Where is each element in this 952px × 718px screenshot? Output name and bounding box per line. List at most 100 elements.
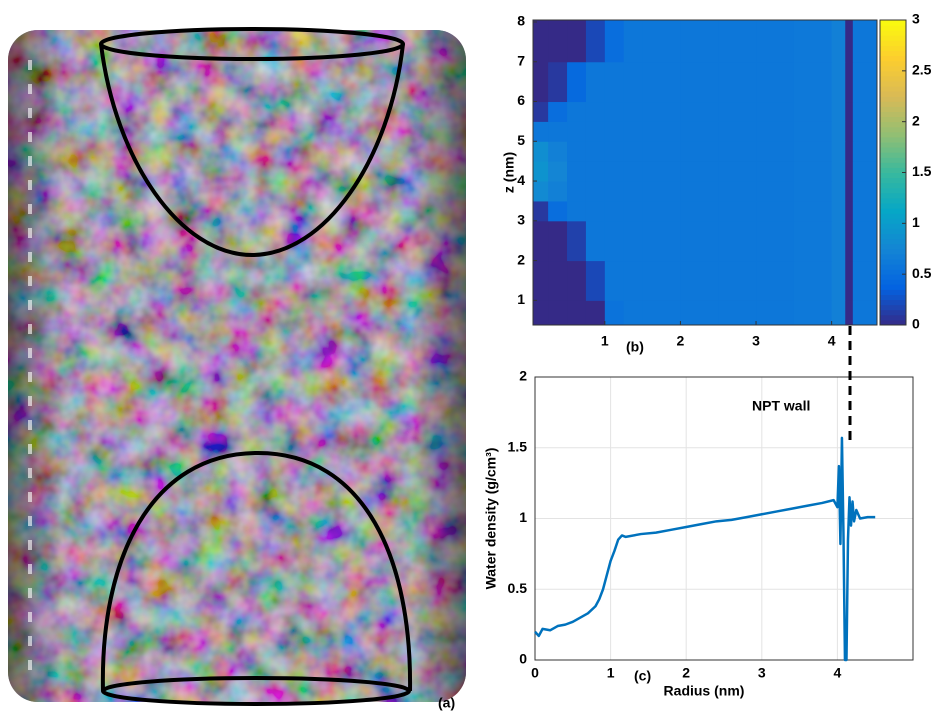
heatmap-cell (642, 300, 681, 326)
heatmap-cell (533, 260, 549, 301)
colorbar-swatch (880, 284, 906, 290)
y-tick-label: 4 (517, 172, 525, 188)
colorbar-swatch (880, 152, 906, 158)
colorbar-swatch (880, 228, 906, 234)
heatmap-cell (680, 181, 719, 202)
colorbar-swatch (880, 167, 906, 173)
heatmap-cell (567, 101, 587, 122)
heatmap-cell (852, 300, 878, 326)
heatmap-cell (567, 20, 587, 63)
heatmap-cell (845, 161, 854, 182)
colorbar-swatch (880, 162, 906, 168)
colorbar-swatch (880, 279, 906, 285)
heatmap-cell (831, 260, 846, 301)
colorbar-swatch (880, 111, 906, 118)
heatmap-cell (845, 220, 854, 262)
heatmap-cell (585, 181, 606, 202)
heatmap-cell (623, 20, 644, 63)
heatmap-cell (756, 181, 795, 202)
heatmap-cell (604, 101, 625, 122)
colorbar-tick-label: 1.5 (912, 163, 932, 179)
x-tick-label: 3 (752, 333, 760, 349)
colorbar-swatch (880, 233, 906, 240)
heatmap-cell (756, 101, 795, 122)
heatmap-cell (548, 200, 568, 222)
heatmap-cell (585, 200, 606, 222)
heatmap-cell (642, 161, 681, 182)
colorbar-swatch (880, 289, 906, 295)
x-tick-label: 2 (682, 665, 690, 681)
heatmap-cell (533, 101, 549, 122)
colorbar-swatch (880, 274, 906, 280)
heatmap-cell (756, 200, 795, 222)
colorbar-tick-label: 0.5 (912, 265, 932, 281)
annotation: NPT wall (752, 398, 810, 414)
heatmap-cell (718, 121, 757, 142)
colorbar-swatch (880, 60, 906, 67)
heatmap-cell (548, 220, 568, 262)
plot-frame (532, 19, 878, 326)
heatmap-cell (718, 300, 757, 326)
heatmap-cell (793, 61, 833, 103)
heatmap-cell (623, 200, 644, 222)
heatmap-cell (533, 161, 549, 182)
colorbar-swatch (880, 147, 906, 153)
heatmap-cell (604, 260, 625, 301)
heatmap-cell (852, 220, 878, 262)
panel-label: (c) (634, 668, 651, 684)
x-tick-label: 0 (531, 665, 539, 681)
heatmap-cell (845, 121, 854, 142)
heatmap-cell (718, 61, 757, 103)
heatmap-cell (756, 300, 795, 326)
heatmap-cell (548, 181, 568, 202)
heatmap-cell (533, 300, 549, 326)
colorbar-swatch (880, 35, 906, 41)
heatmap-cell (533, 220, 549, 262)
heatmap-cell (831, 141, 846, 162)
y-axis-label: z (nm) (501, 152, 517, 193)
colorbar-tick-label: 1 (912, 214, 920, 230)
colorbar-swatch (880, 213, 906, 219)
heatmap-cell (567, 141, 587, 162)
heatmap-cell (533, 61, 549, 103)
heatmap-cell (756, 161, 795, 182)
heatmap-cell (718, 200, 757, 222)
y-tick-label: 2 (519, 368, 527, 384)
heatmap-cell (623, 161, 644, 182)
colorbar-swatch (880, 258, 906, 265)
heatmap-cell (604, 161, 625, 182)
heatmap-cell (845, 181, 854, 202)
heatmap-cell (718, 181, 757, 202)
x-tick-label: 1 (607, 665, 615, 681)
heatmap-cell (642, 141, 681, 162)
colorbar-swatch (880, 131, 906, 138)
heatmap-cell (793, 300, 833, 326)
colorbar-swatch (880, 314, 906, 321)
heatmap-cell (623, 101, 644, 122)
heatmap-cell (852, 181, 878, 202)
y-tick-label: 2 (517, 251, 525, 267)
heatmap-cell (548, 101, 568, 122)
y-tick-label: 6 (517, 92, 525, 108)
heatmap-cell (718, 101, 757, 122)
heatmap-cell (533, 200, 549, 222)
heatmap-cell (831, 20, 846, 63)
heatmap-cell (623, 121, 644, 142)
heatmap-cell (623, 260, 644, 301)
heatmap-cell (845, 260, 854, 301)
heatmap-cell (756, 61, 795, 103)
colorbar-swatch (880, 197, 906, 204)
x-axis-label: Radius (nm) (664, 683, 745, 699)
colorbar-swatch (880, 91, 906, 97)
heatmap-cell (680, 161, 719, 182)
colorbar-swatch (880, 309, 906, 316)
colorbar-swatch (880, 106, 906, 112)
heatmap-cell (680, 300, 719, 326)
heatmap-cell (756, 141, 795, 162)
heatmap-cell (852, 141, 878, 162)
heatmap-cell (642, 200, 681, 222)
heatmap-cell (585, 61, 606, 103)
heatmap-cell (756, 121, 795, 142)
heatmap-cell (845, 101, 854, 122)
x-tick-label: 3 (758, 665, 766, 681)
